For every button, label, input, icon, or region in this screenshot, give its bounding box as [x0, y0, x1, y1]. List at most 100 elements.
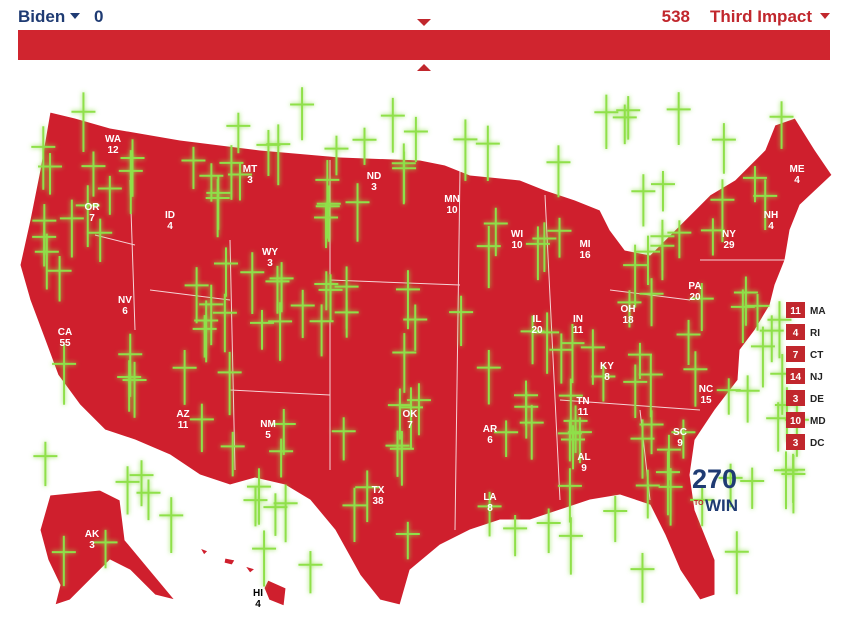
- state-votes: 4: [255, 599, 261, 610]
- state-abbr[interactable]: AR: [483, 424, 498, 435]
- vote-box[interactable]: [786, 368, 805, 384]
- dropdown-arrow[interactable]: [70, 13, 80, 19]
- state-votes: 55: [59, 338, 71, 349]
- state-votes: 9: [581, 463, 587, 474]
- vote-box[interactable]: [786, 324, 805, 340]
- left-votes: 0: [94, 7, 103, 26]
- small-state-abbr: RI: [810, 328, 820, 339]
- state-votes: 3: [371, 182, 377, 193]
- vote-box[interactable]: [786, 302, 805, 318]
- state-votes: 4: [167, 221, 173, 232]
- state-votes: 8: [604, 372, 610, 383]
- small-state-abbr: DC: [810, 438, 824, 449]
- state-votes: 10: [511, 240, 523, 251]
- vote-box[interactable]: [786, 434, 805, 450]
- state-votes: 6: [487, 435, 493, 446]
- small-state-abbr: MD: [810, 416, 826, 427]
- right-votes: 538: [662, 7, 690, 26]
- state-abbr[interactable]: PA: [688, 281, 701, 292]
- logo-number: 270: [692, 464, 737, 494]
- state-abbr[interactable]: OK: [403, 409, 419, 420]
- center-marker: [417, 64, 431, 71]
- state-abbr[interactable]: WY: [262, 247, 278, 258]
- state-abbr[interactable]: NV: [118, 295, 132, 306]
- vote-box[interactable]: [786, 346, 805, 362]
- state-abbr[interactable]: ND: [367, 171, 381, 182]
- state-votes: 4: [768, 221, 774, 232]
- state-abbr[interactable]: CA: [58, 327, 72, 338]
- state-abbr[interactable]: MT: [243, 164, 257, 175]
- state-votes: 4: [794, 175, 800, 186]
- state-votes: 11: [178, 420, 189, 431]
- small-state-votes: 11: [790, 306, 801, 317]
- hawaii: [198, 547, 287, 607]
- state-abbr[interactable]: MN: [444, 194, 460, 205]
- state-abbr[interactable]: LA: [483, 492, 496, 503]
- state-votes: 11: [578, 407, 589, 418]
- state-votes: 3: [89, 540, 95, 551]
- state-votes: 8: [487, 503, 493, 514]
- state-votes: 9: [677, 438, 683, 449]
- small-state-votes: 3: [793, 394, 799, 405]
- state-abbr[interactable]: IN: [573, 314, 583, 325]
- state-votes: 3: [247, 175, 253, 186]
- vote-bar: [18, 30, 830, 60]
- logo-to: TO: [694, 500, 704, 507]
- vote-box[interactable]: [786, 390, 805, 406]
- state-votes: 29: [723, 240, 735, 251]
- state-abbr[interactable]: WA: [105, 134, 121, 145]
- state-abbr[interactable]: KY: [600, 361, 614, 372]
- state-abbr[interactable]: AZ: [176, 409, 189, 420]
- state-abbr[interactable]: OR: [85, 202, 101, 213]
- state-votes: 16: [579, 250, 591, 261]
- state-abbr[interactable]: AL: [577, 452, 590, 463]
- small-state-votes: 4: [793, 328, 799, 339]
- state-abbr[interactable]: ME: [790, 164, 805, 175]
- state-abbr[interactable]: MI: [579, 239, 590, 250]
- state-abbr[interactable]: ID: [165, 210, 175, 221]
- logo[interactable]: 270 TO WIN: [692, 464, 738, 515]
- state-votes: 7: [89, 213, 95, 224]
- state-abbr[interactable]: TN: [576, 396, 589, 407]
- dropdown-arrow[interactable]: [820, 13, 830, 19]
- small-state-votes: 7: [793, 350, 799, 361]
- state-votes: 7: [407, 420, 413, 431]
- state-abbr[interactable]: TX: [372, 485, 385, 496]
- right-candidate[interactable]: Third Impact: [710, 7, 812, 26]
- state-abbr[interactable]: AK: [85, 529, 100, 540]
- logo-win: WIN: [705, 496, 738, 515]
- small-state-abbr: DE: [810, 394, 824, 405]
- state-abbr[interactable]: SC: [673, 427, 687, 438]
- state-abbr[interactable]: HI: [253, 588, 263, 599]
- state-votes: 15: [700, 395, 712, 406]
- small-state-abbr: MA: [810, 306, 826, 317]
- small-state-abbr: CT: [810, 350, 823, 361]
- state-votes: 12: [107, 145, 119, 156]
- small-state-votes: 14: [790, 372, 802, 383]
- state-votes: 10: [446, 205, 458, 216]
- alaska: [39, 489, 177, 606]
- state-abbr[interactable]: NH: [764, 210, 778, 221]
- state-abbr[interactable]: NC: [699, 384, 713, 395]
- overlay-crosses: [31, 87, 809, 603]
- left-candidate[interactable]: Biden: [18, 7, 65, 26]
- state-abbr[interactable]: IL: [533, 314, 542, 325]
- us-map: [19, 111, 833, 606]
- state-abbr[interactable]: WI: [511, 229, 523, 240]
- state-abbr[interactable]: OH: [621, 304, 636, 315]
- state-votes: 6: [122, 306, 128, 317]
- center-marker: [417, 19, 431, 26]
- state-votes: 18: [622, 315, 634, 326]
- vote-box[interactable]: [786, 412, 805, 428]
- state-votes: 11: [573, 325, 584, 336]
- state-votes: 5: [265, 430, 271, 441]
- state-votes: 20: [689, 292, 701, 303]
- small-state-votes: 10: [790, 416, 802, 427]
- state-abbr[interactable]: NM: [260, 419, 276, 430]
- small-state-abbr: NJ: [810, 372, 823, 383]
- state-abbr[interactable]: NY: [722, 229, 736, 240]
- state-votes: 38: [372, 496, 384, 507]
